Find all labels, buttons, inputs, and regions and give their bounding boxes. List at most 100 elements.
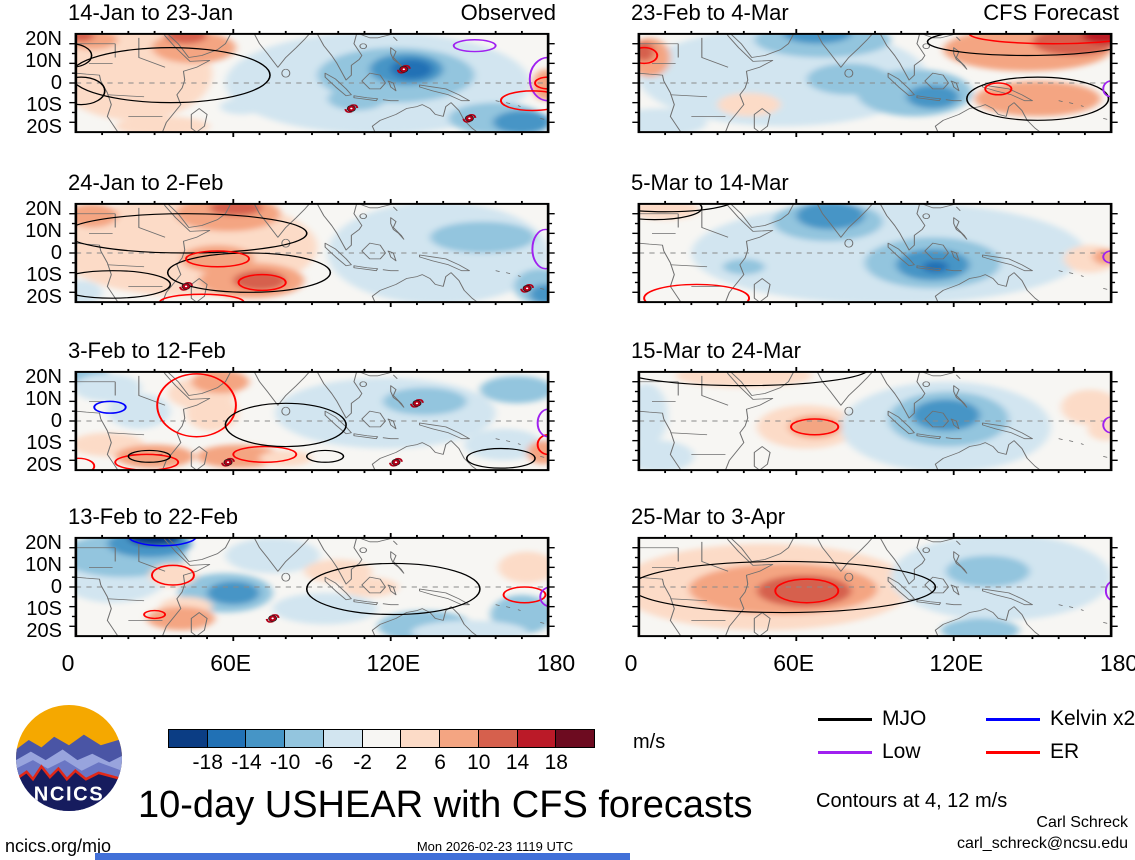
credit-name: Carl Schreck	[1036, 814, 1128, 831]
y-axis-label: 10S	[26, 432, 62, 454]
colorbar-tick-label: 18	[544, 751, 568, 774]
panel-title-row: 13-Feb to 22-Feb	[68, 504, 556, 529]
er-contour	[158, 293, 245, 303]
mjo-contour	[127, 449, 172, 463]
y-axis-label: 20S	[26, 620, 62, 642]
mjo-contour	[75, 43, 93, 68]
map-canvas	[69, 366, 555, 476]
colorbar-tick-label: -6	[314, 751, 334, 774]
panel-title: 23-Feb to 4-Mar	[631, 0, 789, 25]
er-contour	[499, 90, 549, 112]
colorbar-segment	[516, 729, 557, 748]
low-contour	[452, 39, 497, 53]
y-axis-label: 20S	[26, 116, 62, 138]
anomaly-blob	[430, 221, 536, 253]
er-contour	[968, 33, 1112, 45]
x-axis-label: 120E	[366, 650, 421, 676]
anomaly-blob	[191, 371, 250, 394]
er-contour	[534, 76, 549, 90]
tropical-cyclone-icon	[179, 282, 194, 291]
y-axis-label: 0	[50, 72, 62, 94]
axis-ticks	[69, 198, 555, 308]
mjo-contour	[305, 449, 345, 463]
tropical-cyclone-icon	[221, 457, 235, 467]
map-panel	[631, 28, 1119, 138]
colorbar-segment	[477, 729, 518, 748]
y-axis-label: 20N	[25, 366, 62, 388]
coastlines	[75, 537, 545, 637]
x-axis-label: 0	[624, 650, 638, 676]
anomaly-blob	[225, 537, 320, 574]
anomaly-blob	[638, 41, 655, 62]
anomaly-blob	[165, 33, 208, 44]
panel-title-row: 25-Mar to 3-Apr	[631, 504, 1119, 529]
low-contour	[1104, 580, 1112, 602]
y-axis-label: 0	[50, 576, 62, 598]
er-contour	[984, 82, 1013, 96]
bottom-blue-bar	[95, 853, 630, 860]
anomaly-blob	[945, 555, 1030, 587]
tropical-cyclone-icon	[520, 284, 535, 293]
anomaly-blob	[527, 440, 549, 465]
colorbar-tick-label: -14	[231, 751, 262, 774]
colorbar-segment	[245, 729, 286, 748]
colorbar-tick-label: -10	[269, 751, 301, 774]
panel-title: 24-Jan to 2-Feb	[68, 170, 224, 195]
mjo-contour	[966, 76, 1110, 121]
low-contour	[536, 408, 549, 438]
y-axis-label: 20N	[25, 532, 62, 554]
y-axis-label: 10S	[26, 94, 62, 116]
y-axis-label: 20N	[25, 28, 62, 50]
anomaly-blob	[675, 371, 813, 388]
y-axis-label: 20S	[26, 286, 62, 308]
colorbar-tick-label: -2	[353, 751, 372, 774]
colorbar-tick-label: 14	[505, 751, 530, 774]
tropical-cyclone-icon	[344, 104, 359, 113]
mjo-contour	[75, 213, 308, 254]
map-canvas	[632, 28, 1118, 138]
er-contour	[237, 273, 287, 292]
anomaly-blob	[1087, 417, 1112, 441]
kelvin-contour	[127, 537, 197, 547]
anomaly-blob	[783, 33, 852, 44]
axis-ticks	[69, 28, 555, 138]
y-axis-label: 0	[50, 410, 62, 432]
low-contour	[1102, 250, 1112, 264]
colorbar-segment	[168, 729, 208, 748]
er-contour	[114, 453, 180, 471]
anomaly-blob	[911, 399, 980, 431]
x-axis-label: 60E	[773, 650, 815, 676]
low-contour	[1102, 80, 1112, 98]
tropical-cyclone-icon	[462, 114, 477, 123]
map-panel	[68, 532, 556, 642]
panel-title: 5-Mar to 14-Mar	[631, 170, 789, 195]
er-contour	[502, 586, 547, 604]
er-contour	[143, 609, 167, 620]
colorbar-segment	[361, 729, 402, 748]
panel-title: 25-Mar to 3-Apr	[631, 504, 786, 529]
x-axis-label: 0	[61, 650, 75, 676]
colorbar-segment	[206, 729, 247, 748]
anomaly-blob	[717, 92, 781, 117]
colorbar-tick-label: 2	[395, 751, 408, 774]
legend-label: ER	[1050, 740, 1080, 763]
legend-entry-mjo: MJO	[818, 707, 986, 731]
panel-title: 15-Mar to 24-Mar	[631, 338, 801, 363]
y-axis-label: 10N	[25, 554, 62, 576]
panel-tag: Observed	[460, 0, 556, 25]
anomaly-blob	[411, 620, 528, 637]
anomaly-blob	[115, 116, 210, 133]
mjo-contour	[75, 270, 172, 299]
mjo-contour	[638, 203, 731, 213]
anomaly-blob	[272, 592, 378, 625]
mjo-contour	[305, 562, 481, 616]
map-canvas	[69, 28, 555, 138]
er-contour	[232, 445, 298, 463]
x-axis-label: 120E	[929, 650, 984, 676]
er-contour	[75, 457, 96, 471]
mjo-contour	[224, 402, 347, 448]
map-canvas	[69, 198, 555, 308]
coastlines	[75, 203, 545, 303]
site-url: ncics.org/mjo	[5, 836, 112, 856]
